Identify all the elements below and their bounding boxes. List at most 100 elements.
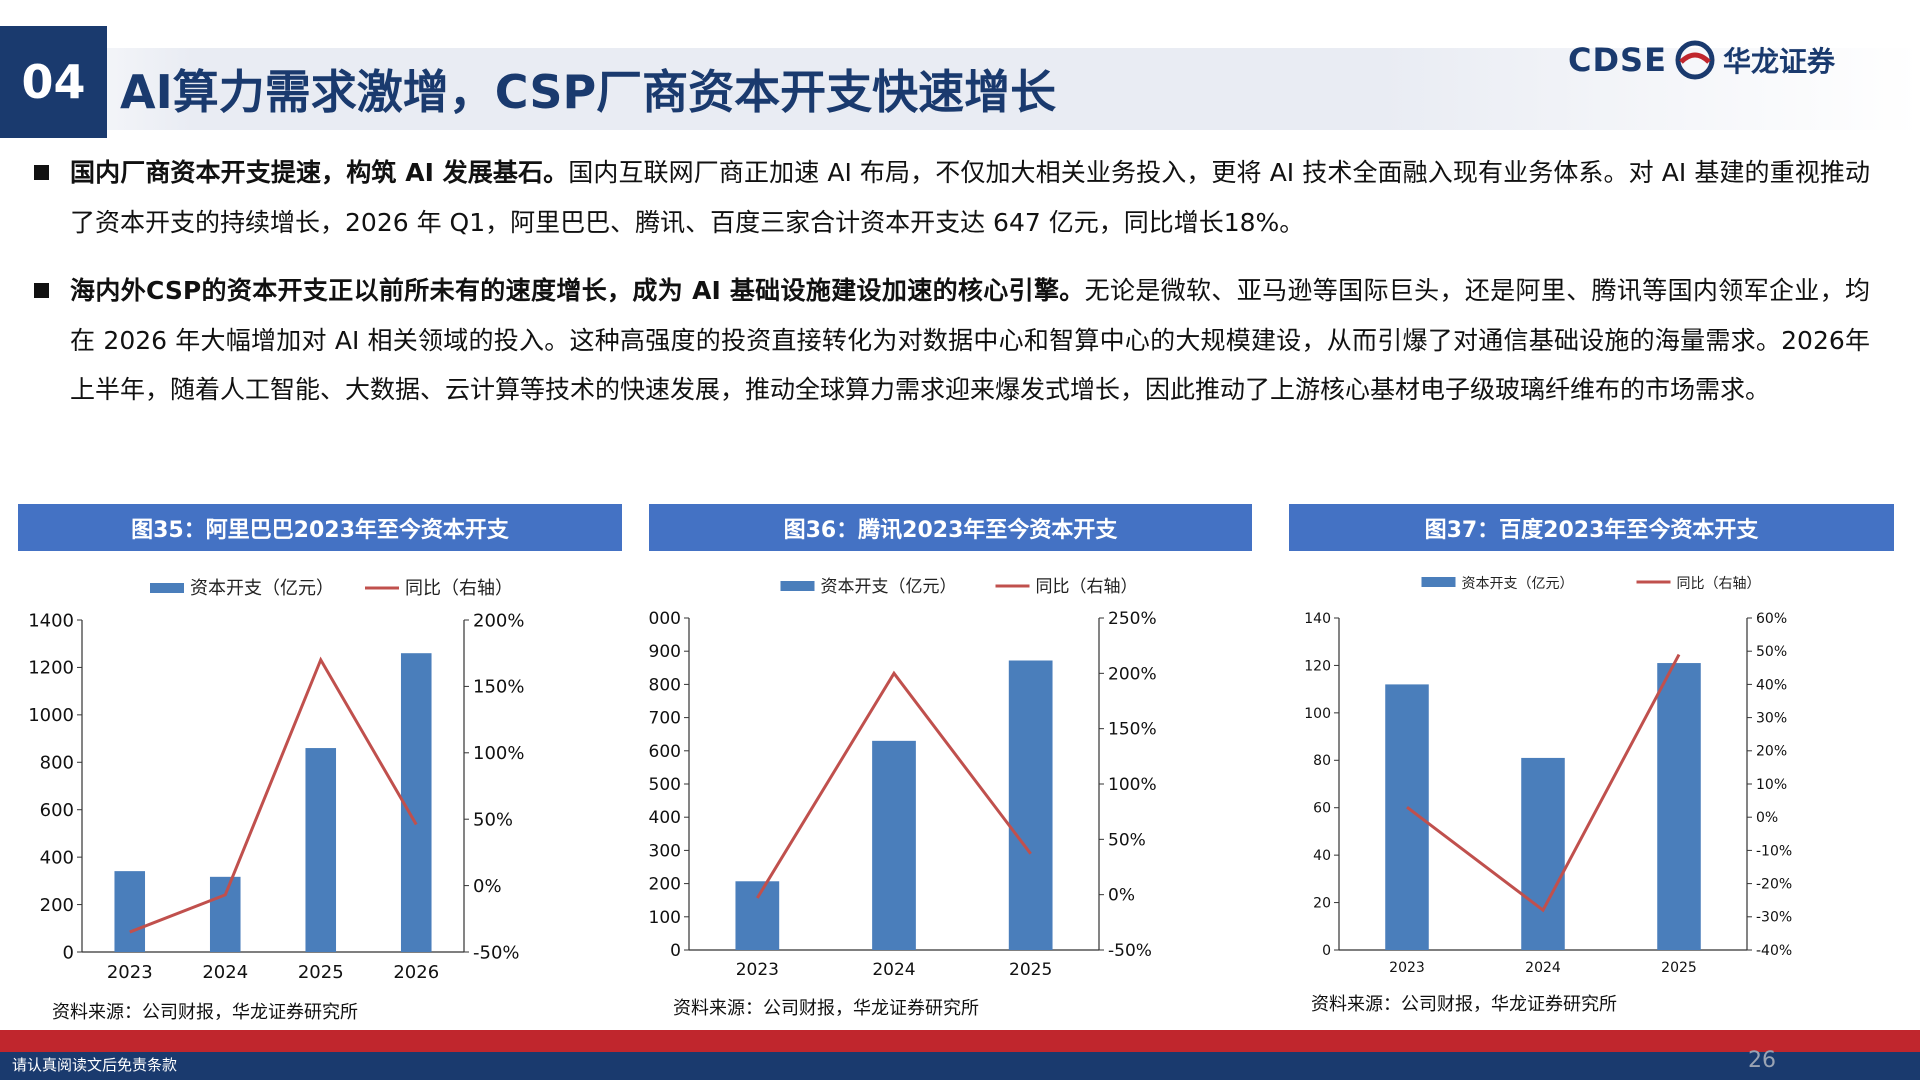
bullet-icon: [34, 283, 49, 298]
source-note: 资料来源：公司财报，华龙证券研究所: [52, 1002, 358, 1023]
x-tick-label: 2023: [736, 960, 779, 980]
company-logo: CDSE 华龙证券: [1568, 36, 1835, 84]
y-tick-label: 300: [649, 841, 681, 861]
x-tick-label: 2025: [1661, 960, 1697, 976]
chart-baidu: 资本开支（亿元） 同比（右轴） 0 20 40 60 80 100 120 140 -40% -30%…: [1304, 576, 1792, 976]
footer-red-band: [0, 1030, 1920, 1052]
bar: [1008, 660, 1053, 950]
y-tick-label: 40: [1313, 848, 1331, 864]
y2-tick-label: 50%: [1108, 830, 1146, 850]
chart-title-baidu: 图37：百度2023年至今资本开支: [1289, 504, 1894, 551]
y2-tick-label: -10%: [1756, 843, 1792, 859]
legend-bar-label: 资本开支（亿元）: [190, 578, 334, 599]
y-tick-label: 20: [1313, 895, 1331, 911]
y-tick-label: 700: [649, 709, 681, 729]
y-tick-label: 800: [649, 675, 681, 695]
y-tick-label: 1000: [649, 609, 681, 629]
bullet-icon: [34, 165, 49, 180]
x-tick-label: 2024: [1525, 960, 1561, 976]
paragraph-body: 国内互联网厂商正加速 AI 布局，不仅加大相关业务投入，更将 AI 技术全面融入…: [70, 158, 1870, 237]
y2-tick-label: 20%: [1756, 744, 1787, 760]
legend-line-label: 同比（右轴）: [1677, 576, 1761, 592]
bar: [114, 871, 146, 952]
y-tick-label: 60: [1313, 801, 1331, 817]
y2-tick-label: -50%: [1108, 941, 1152, 961]
y-tick-label: 0: [1322, 943, 1331, 959]
bar: [735, 881, 780, 950]
y2-tick-label: 0%: [1108, 886, 1135, 906]
x-tick-label: 2026: [393, 962, 439, 983]
bar: [305, 748, 337, 952]
y-tick-label: 0: [63, 942, 74, 963]
legend-bar-swatch: [150, 583, 184, 593]
chart-alibaba: 资本开支（亿元） 同比（右轴） 0 200 400 600 800 1000 1200 1400 -…: [28, 578, 524, 983]
y-tick-label: 200: [40, 895, 74, 916]
logo-latin: CDSE: [1568, 41, 1667, 79]
y2-tick-label: 100%: [473, 743, 524, 764]
legend-bar-label: 资本开支（亿元）: [821, 577, 957, 597]
footer-blue-band: [0, 1052, 1920, 1080]
paragraph-body: 无论是微软、亚马逊等国际巨头，还是阿里、腾讯等国内领军企业，均在 2026 年大…: [70, 276, 1870, 404]
y2-tick-label: 250%: [1108, 609, 1157, 629]
y2-tick-label: 0%: [473, 876, 502, 897]
y-tick-label: 1000: [28, 705, 74, 726]
x-tick-label: 2023: [1389, 960, 1425, 976]
y2-tick-label: -30%: [1756, 910, 1792, 926]
paragraph-lead: 海内外CSP的资本开支正以前所未有的速度增长，成为 AI 基础设施建设加速的核心…: [70, 276, 1085, 305]
chart-tencent: 资本开支（亿元） 同比（右轴） 0 100 200 300 400 500 600 700 800 9…: [649, 577, 1157, 980]
y2-tick-label: -50%: [473, 942, 520, 963]
logo-cn: 华龙证券: [1722, 45, 1835, 78]
footer-disclaimer: 请认真阅读文后免责条款: [12, 1056, 178, 1074]
y2-tick-label: -20%: [1756, 877, 1792, 893]
y-tick-label: 100: [1304, 706, 1331, 722]
bar: [872, 740, 916, 950]
y2-tick-label: 50%: [1756, 644, 1787, 660]
y-tick-label: 600: [40, 800, 74, 821]
x-tick-label: 2025: [1009, 960, 1052, 980]
y-tick-label: 900: [649, 642, 681, 662]
source-note: 资料来源：公司财报，华龙证券研究所: [673, 998, 979, 1019]
page-number: 26: [1748, 1048, 1776, 1073]
y2-tick-label: 150%: [1108, 720, 1157, 740]
bar: [400, 653, 432, 952]
y2-tick-label: -40%: [1756, 943, 1792, 959]
legend-bar-swatch: [780, 581, 815, 591]
y-tick-label: 400: [649, 808, 681, 828]
x-tick-label: 2024: [202, 962, 248, 983]
y-tick-label: 80: [1313, 753, 1331, 769]
bar: [1657, 663, 1701, 950]
chart-title-tencent: 图36：腾讯2023年至今资本开支: [649, 504, 1252, 551]
x-tick-label: 2025: [298, 962, 344, 983]
y-tick-label: 800: [40, 753, 74, 774]
y-tick-label: 120: [1304, 658, 1331, 674]
y2-tick-label: 60%: [1756, 611, 1787, 627]
y-tick-label: 200: [649, 875, 681, 895]
title-band: [0, 48, 1920, 130]
page-title: AI算力需求激增，CSP厂商资本开支快速增长: [120, 65, 1057, 119]
chart-title-alibaba: 图35：阿里巴巴2023年至今资本开支: [18, 504, 622, 551]
y-tick-label: 1200: [28, 658, 74, 679]
section-number: 04: [0, 26, 107, 138]
legend-line-label: 同比（右轴）: [1036, 577, 1138, 597]
source-note: 资料来源：公司财报，华龙证券研究所: [1311, 994, 1617, 1015]
y2-tick-label: 50%: [473, 810, 513, 831]
y2-tick-label: 0%: [1756, 810, 1778, 826]
legend-bar-label: 资本开支（亿元）: [1462, 576, 1574, 592]
bar: [209, 876, 241, 952]
y-tick-label: 400: [40, 847, 74, 868]
paragraph-csp-capex: 海内外CSP的资本开支正以前所未有的速度增长，成为 AI 基础设施建设加速的核心…: [34, 266, 1870, 415]
x-tick-label: 2023: [107, 962, 153, 983]
y2-tick-label: 100%: [1108, 775, 1157, 795]
legend-bar-swatch: [1421, 577, 1456, 587]
y2-tick-label: 30%: [1756, 711, 1787, 727]
paragraph-domestic-capex: 国内厂商资本开支提速，构筑 AI 发展基石。国内互联网厂商正加速 AI 布局，不…: [34, 148, 1870, 247]
yoy-line: [129, 656, 418, 934]
y2-tick-label: 40%: [1756, 677, 1787, 693]
bar: [1521, 757, 1565, 950]
yoy-line: [1406, 653, 1681, 913]
y2-tick-label: 150%: [473, 677, 524, 698]
legend-line-label: 同比（右轴）: [405, 578, 513, 599]
x-tick-label: 2024: [872, 960, 915, 980]
y2-tick-label: 200%: [473, 610, 524, 631]
y-tick-label: 1400: [28, 610, 74, 631]
